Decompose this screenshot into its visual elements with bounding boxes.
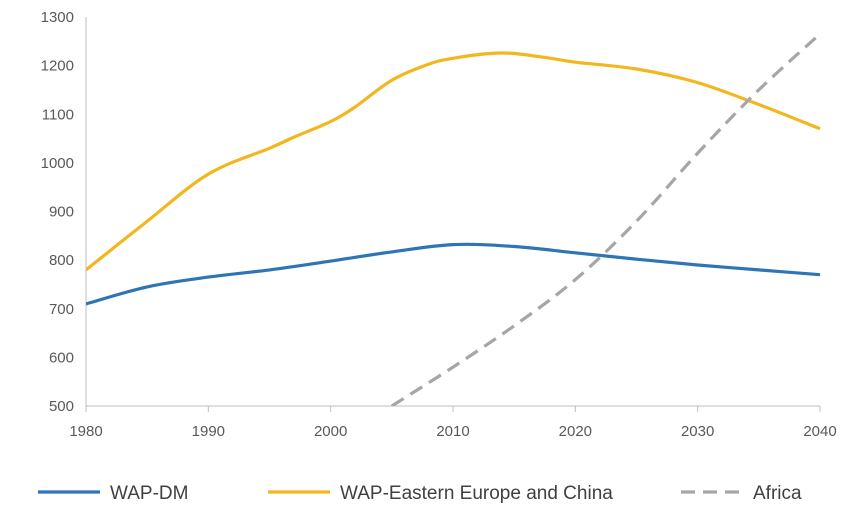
x-tick-label: 1980 <box>69 423 102 440</box>
y-tick-label: 1100 <box>42 106 74 123</box>
y-tick-label: 1000 <box>41 155 74 172</box>
x-axis-ticks: 1980 1990 2000 2010 2020 2030 2040 <box>69 406 837 440</box>
x-tick-label: 2020 <box>559 423 592 440</box>
y-tick-label: 1200 <box>41 58 74 75</box>
x-tick-label: 2030 <box>681 423 714 440</box>
x-tick-label: 2010 <box>436 423 469 440</box>
y-tick-label: 800 <box>49 252 74 269</box>
x-tick-label: 1990 <box>192 423 225 440</box>
legend-label-3: Africa <box>753 483 802 504</box>
y-axis-ticks: 500 600 700 800 900 1000 1100 1200 1300 <box>41 9 74 415</box>
series-lines <box>86 32 822 406</box>
series-line-2 <box>86 51 821 272</box>
y-tick-label: 1300 <box>41 9 74 26</box>
x-tick-label: 2040 <box>803 423 836 440</box>
legend-label-2: WAP-Eastern Europe and China <box>340 483 613 504</box>
y-tick-label: 700 <box>49 301 74 318</box>
y-tick-label: 600 <box>49 349 74 366</box>
y-tick-label: 900 <box>49 204 74 221</box>
series-line-1 <box>86 242 821 306</box>
legend: WAP-DM WAP-Eastern Europe and China Africa <box>38 483 802 504</box>
y-tick-label: 500 <box>49 398 74 415</box>
legend-label-1: WAP-DM <box>110 483 188 504</box>
x-tick-label: 2000 <box>314 423 347 440</box>
series-line-3 <box>390 32 822 406</box>
